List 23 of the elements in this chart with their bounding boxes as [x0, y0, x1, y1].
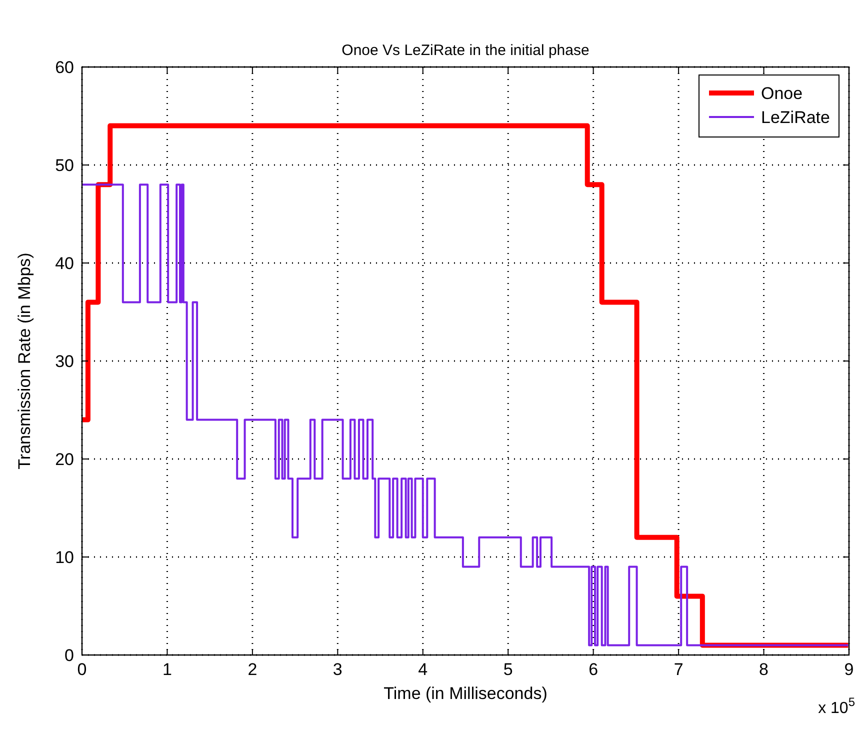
y-tick-label: 20 [55, 450, 74, 469]
x-tick-label: 7 [674, 660, 684, 679]
x-tick-label: 6 [588, 660, 598, 679]
y-tick-label: 50 [55, 156, 74, 175]
y-tick-label: 60 [55, 58, 74, 77]
y-tick-label: 30 [55, 352, 74, 371]
x-tick-label: 3 [332, 660, 342, 679]
x-axis-title: Time (in Milliseconds) [384, 684, 548, 703]
x-tick-label: 9 [844, 660, 854, 679]
x-tick-label: 2 [248, 660, 258, 679]
x-tick-label: 8 [759, 660, 769, 679]
text: x 10$^{5}$ [818, 695, 856, 717]
legend-label: LeZiRate [761, 108, 830, 127]
x-tick-label: 0 [77, 660, 87, 679]
y-tick-label: 40 [55, 254, 74, 273]
y-tick-label: 10 [55, 548, 74, 567]
chart-title: Onoe Vs LeZiRate in the initial phase [342, 42, 590, 59]
x-tick-label: 5 [503, 660, 513, 679]
legend-label: Onoe [761, 84, 803, 103]
y-tick-label: 0 [64, 646, 74, 665]
x-tick-label: 4 [418, 660, 428, 679]
x-tick-label: 1 [162, 660, 172, 679]
y-axis-title: Transmission Rate (in Mbps) [15, 252, 34, 470]
